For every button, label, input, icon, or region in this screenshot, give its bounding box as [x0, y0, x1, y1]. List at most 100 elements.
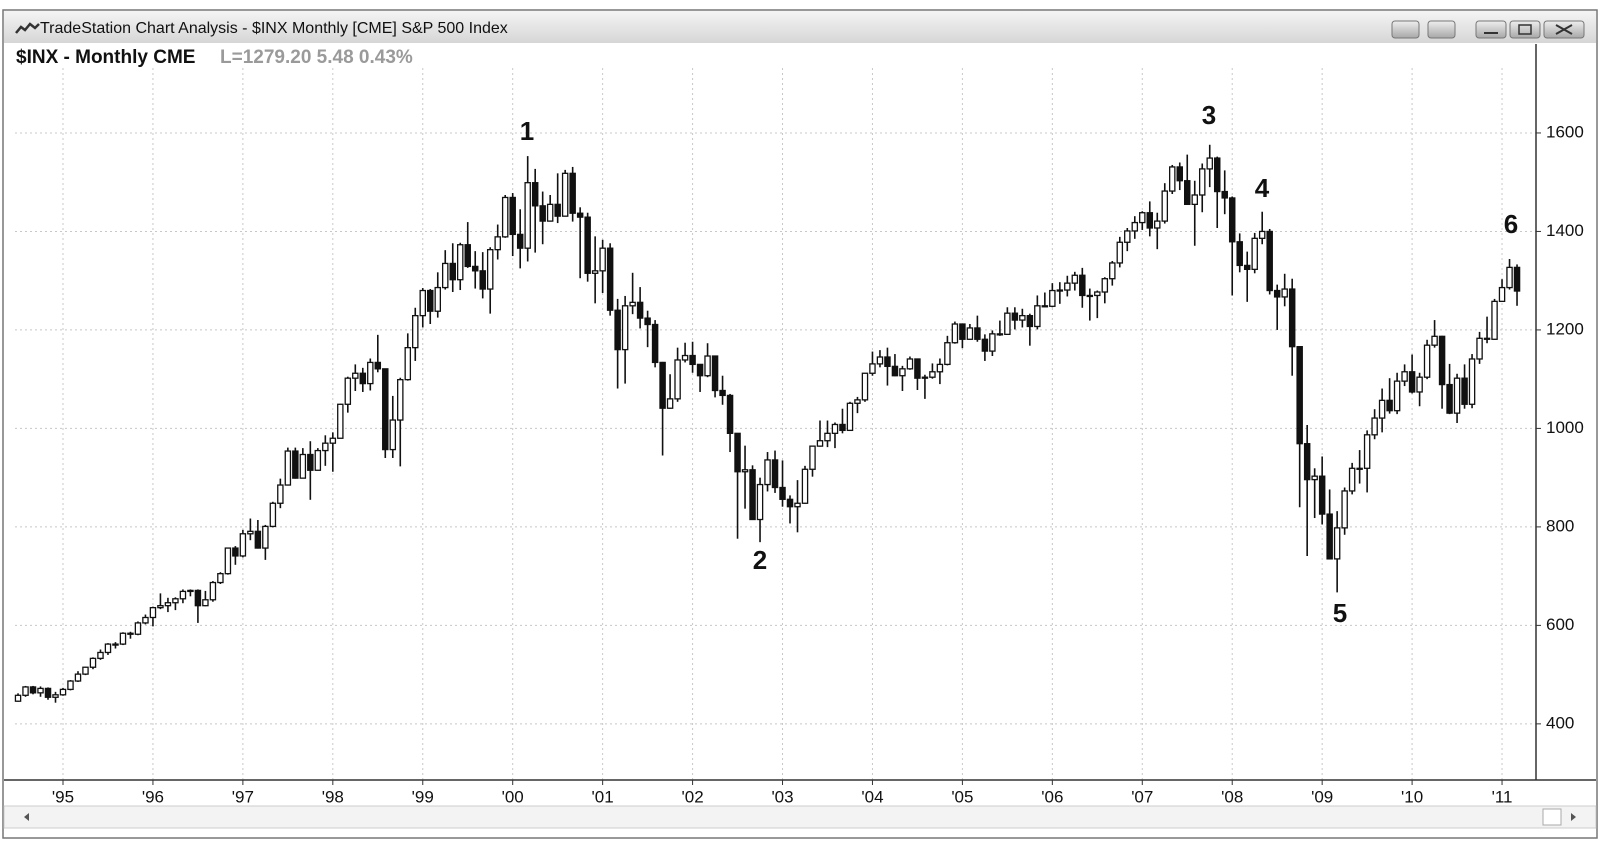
- candle-body: [456, 244, 464, 281]
- candle-body: [606, 247, 614, 311]
- annotation: 3: [1202, 100, 1216, 130]
- candle-body: [142, 616, 149, 624]
- candle-body: [209, 581, 217, 601]
- plot-background: [15, 44, 1536, 780]
- candle-body: [981, 338, 989, 352]
- candle-body: [599, 247, 606, 272]
- candle-body: [1206, 157, 1213, 170]
- candle-body: [149, 607, 157, 619]
- candle-body: [921, 376, 929, 379]
- minimize-button[interactable]: [1475, 20, 1507, 39]
- candle-body: [157, 605, 164, 609]
- candle-body: [389, 419, 397, 451]
- candle-body: [929, 371, 936, 378]
- annotation: 6: [1504, 209, 1518, 239]
- candle-body: [771, 459, 779, 489]
- candle-body: [134, 622, 142, 635]
- candle-body: [1303, 443, 1311, 481]
- candle-body: [494, 236, 501, 251]
- candle-body: [119, 632, 127, 645]
- candle-body: [344, 377, 352, 405]
- candle-body: [861, 372, 869, 401]
- candle-body: [1101, 278, 1109, 293]
- x-tick-label: '06: [1041, 787, 1063, 806]
- candle-body: [869, 363, 876, 374]
- candle-body: [1341, 490, 1348, 529]
- candle-body: [659, 361, 666, 409]
- y-tick-label: 800: [1546, 516, 1574, 535]
- scroll-thumb[interactable]: [1542, 808, 1562, 826]
- candle-body: [1034, 305, 1041, 328]
- candle-body: [951, 323, 959, 344]
- candle-body: [726, 394, 734, 434]
- candle-body: [239, 533, 247, 557]
- scroll-left[interactable]: [24, 813, 29, 821]
- candle-body: [479, 270, 486, 290]
- candle-body: [1296, 346, 1303, 445]
- candle-body: [1011, 312, 1019, 321]
- candle-body: [277, 484, 284, 504]
- scrollbar[interactable]: [3, 805, 1597, 829]
- candle-body: [404, 347, 412, 381]
- y-tick-label: 400: [1546, 713, 1574, 732]
- candle-body: [1154, 220, 1161, 229]
- candle-body: [681, 354, 689, 361]
- symbol-button[interactable]: [1391, 20, 1420, 39]
- candle-body: [974, 327, 981, 340]
- candle-body: [44, 687, 52, 698]
- candle-body: [524, 182, 531, 249]
- candle-body: [704, 355, 711, 377]
- candle-body: [1416, 376, 1423, 393]
- candle-body: [427, 289, 434, 312]
- candle-body: [1049, 289, 1056, 307]
- candle-body: [1498, 286, 1506, 303]
- candle-body: [884, 356, 891, 368]
- candle-body: [711, 355, 719, 392]
- last-price: L=1279.20 5.48 0.43%: [220, 47, 413, 68]
- candle-body: [734, 432, 741, 473]
- candle-body: [1431, 335, 1438, 346]
- candle-body: [854, 399, 861, 404]
- candle-body: [1401, 371, 1408, 382]
- candle-body: [666, 398, 674, 409]
- candle-body: [636, 301, 644, 319]
- candle-body: [97, 651, 104, 660]
- candle-body: [37, 687, 44, 694]
- candle-body: [1506, 266, 1513, 289]
- x-tick-label: '99: [412, 787, 434, 806]
- candle-body: [352, 372, 359, 379]
- insert-button[interactable]: [1427, 20, 1456, 39]
- candle-body: [419, 289, 427, 317]
- candle-body: [1311, 475, 1318, 481]
- candle-body: [187, 589, 194, 593]
- candle-body: [1109, 262, 1116, 280]
- candle-body: [164, 602, 172, 607]
- x-tick-label: '00: [502, 787, 524, 806]
- candle-body: [262, 525, 269, 549]
- candle-body: [966, 327, 974, 340]
- candle-body: [824, 432, 831, 442]
- x-tick-label: '02: [682, 787, 704, 806]
- candle-body: [412, 314, 419, 349]
- candle-body: [839, 423, 846, 432]
- candle-body: [127, 632, 134, 635]
- close-icon: [1555, 24, 1573, 35]
- annotation: 5: [1333, 598, 1347, 628]
- candle-body: [1326, 513, 1333, 560]
- candle-body: [1146, 212, 1154, 229]
- candle-body: [1393, 380, 1401, 412]
- candle-body: [539, 205, 546, 222]
- candle-body: [809, 445, 816, 470]
- x-tick-label: '95: [52, 787, 74, 806]
- candle-body: [719, 389, 726, 397]
- y-tick-label: 1400: [1546, 221, 1584, 240]
- x-tick-label: '11: [1492, 787, 1513, 806]
- candle-body: [1228, 197, 1236, 243]
- annotation: 2: [753, 545, 767, 575]
- candle-body: [449, 262, 456, 281]
- annotation: 1: [520, 116, 534, 146]
- candle-body: [89, 657, 97, 668]
- maximize-button[interactable]: [1509, 20, 1541, 39]
- scroll-right[interactable]: [1571, 813, 1576, 821]
- x-tick-label: '08: [1221, 787, 1243, 806]
